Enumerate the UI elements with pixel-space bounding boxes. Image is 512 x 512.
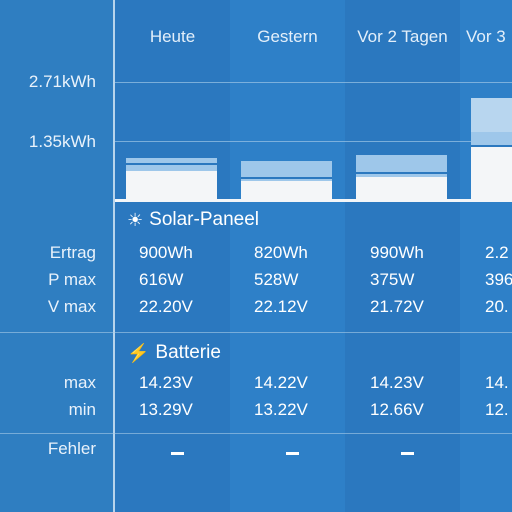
ertrag-value: 900Wh — [139, 243, 193, 262]
day-header-yesterday[interactable]: Gestern — [257, 27, 318, 46]
solar-section-title: ☀ Solar-Paneel — [127, 209, 259, 230]
section-divider — [0, 332, 512, 333]
ertrag-value: 990Wh — [370, 243, 424, 262]
yield-bar-yesterday[interactable] — [241, 161, 332, 200]
chart-gridline — [115, 82, 512, 83]
error-none-dash — [401, 452, 414, 455]
day-column-bg — [230, 0, 345, 512]
chart-axis-label-max: 2.71kWh — [28, 72, 96, 91]
row-label-ertrag: Ertrag — [49, 243, 96, 262]
battery-max-value: 14.22V — [254, 373, 308, 392]
battery-min-value: 13.22V — [254, 400, 308, 419]
yield-bar-2-days-ago[interactable] — [356, 155, 447, 200]
battery-min-value: 13.29V — [139, 400, 193, 419]
row-label-vmax: V max — [47, 297, 96, 316]
vmax-value: 22.12V — [254, 297, 308, 316]
row-label-column — [0, 0, 113, 512]
day-header-3-days-ago[interactable]: Vor 3 — [466, 27, 506, 46]
battery-max-value: 14.23V — [370, 373, 424, 392]
chart-baseline — [115, 199, 512, 202]
row-label-min: min — [68, 400, 96, 419]
day-header-today[interactable]: Heute — [149, 27, 196, 46]
column-divider — [113, 0, 115, 512]
sun-icon: ☀ — [127, 210, 144, 230]
vmax-value: 21.72V — [370, 297, 424, 316]
error-none-dash — [286, 452, 299, 455]
pmax-value: 375W — [370, 270, 415, 289]
chart-gridline — [115, 141, 512, 142]
row-label-max: max — [63, 373, 96, 392]
error-none-dash — [171, 452, 184, 455]
battery-min-value: 12.66V — [370, 400, 424, 419]
pmax-value: 528W — [254, 270, 299, 289]
battery-min-value: 12. — [485, 400, 509, 419]
yield-bar-today[interactable] — [126, 158, 217, 200]
pmax-value: 396 — [485, 270, 512, 289]
lightning-icon: ⚡ — [127, 343, 150, 363]
row-label-pmax: P max — [48, 270, 96, 289]
ertrag-value: 2.2 — [485, 243, 509, 262]
battery-max-value: 14. — [485, 373, 509, 392]
row-label-fehler: Fehler — [47, 439, 96, 458]
ertrag-value: 820Wh — [254, 243, 308, 262]
vmax-value: 22.20V — [139, 297, 193, 316]
day-column-bg — [115, 0, 230, 512]
section-divider — [0, 433, 512, 434]
day-column-bg — [460, 0, 512, 512]
battery-section-title: ⚡ Batterie — [127, 342, 221, 363]
yield-bar-3-days-ago[interactable] — [471, 98, 512, 200]
chart-axis-label-mid: 1.35kWh — [28, 132, 96, 151]
day-column-bg — [345, 0, 460, 512]
pmax-value: 616W — [139, 270, 184, 289]
battery-max-value: 14.23V — [139, 373, 193, 392]
day-header-2-days-ago[interactable]: Vor 2 Tagen — [357, 27, 448, 46]
vmax-value: 20. — [485, 297, 509, 316]
